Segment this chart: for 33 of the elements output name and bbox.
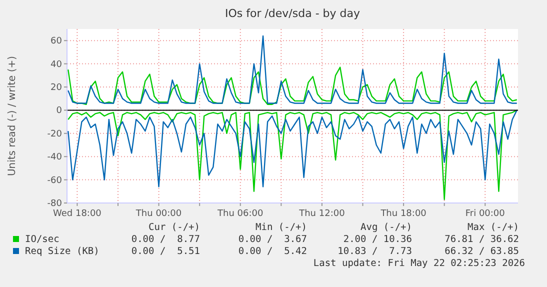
text: 0.00 / 5.42 (238, 246, 307, 257)
text: 0.00 / 8.77 (131, 234, 200, 245)
legend-label: Req Size (KB) (25, 246, 100, 257)
text: 0.00 / 3.67 (238, 234, 307, 245)
y-tick-label: 20 (50, 83, 62, 93)
text: 66.32 / 63.85 (444, 246, 519, 257)
y-tick-label: -40 (47, 152, 62, 163)
line-series (68, 66, 518, 105)
text: 76.81 / 36.62 (444, 234, 519, 245)
text: Last update: Fri May 22 02:25:23 2026 (313, 258, 526, 269)
text: 10.83 / 7.73 (338, 246, 412, 257)
text: Max (-/+) (468, 222, 519, 233)
x-tick-label: Wed 18:00 (52, 209, 102, 219)
y-tick-label: 60 (50, 36, 62, 47)
text: 2.00 / 10.36 (343, 234, 412, 245)
x-tick-label: Thu 00:00 (134, 209, 182, 219)
x-tick-label: Thu 12:00 (298, 209, 346, 219)
y-axis-title: Units read (-) / write (+) (7, 56, 18, 176)
legend-label: IO/sec (25, 234, 60, 245)
y-tick-label: -60 (47, 176, 62, 186)
y-tick-label: 0 (56, 106, 62, 116)
text: Min (-/+) (256, 222, 307, 233)
x-tick-label: Thu 18:00 (380, 209, 427, 219)
line-series (68, 35, 518, 104)
chart-title: IOs for /dev/sda - by day (224, 7, 361, 20)
y-tick-label: -80 (47, 199, 62, 209)
y-tick-label: -20 (47, 129, 62, 140)
x-tick-label: Thu 06:00 (216, 209, 264, 219)
text: 0.00 / 5.51 (131, 246, 200, 257)
text: Avg (-/+) (360, 222, 412, 233)
y-tick-label: 40 (50, 60, 62, 70)
text: Cur (-/+) (148, 222, 200, 233)
x-tick-label: Fri 00:00 (465, 209, 506, 219)
